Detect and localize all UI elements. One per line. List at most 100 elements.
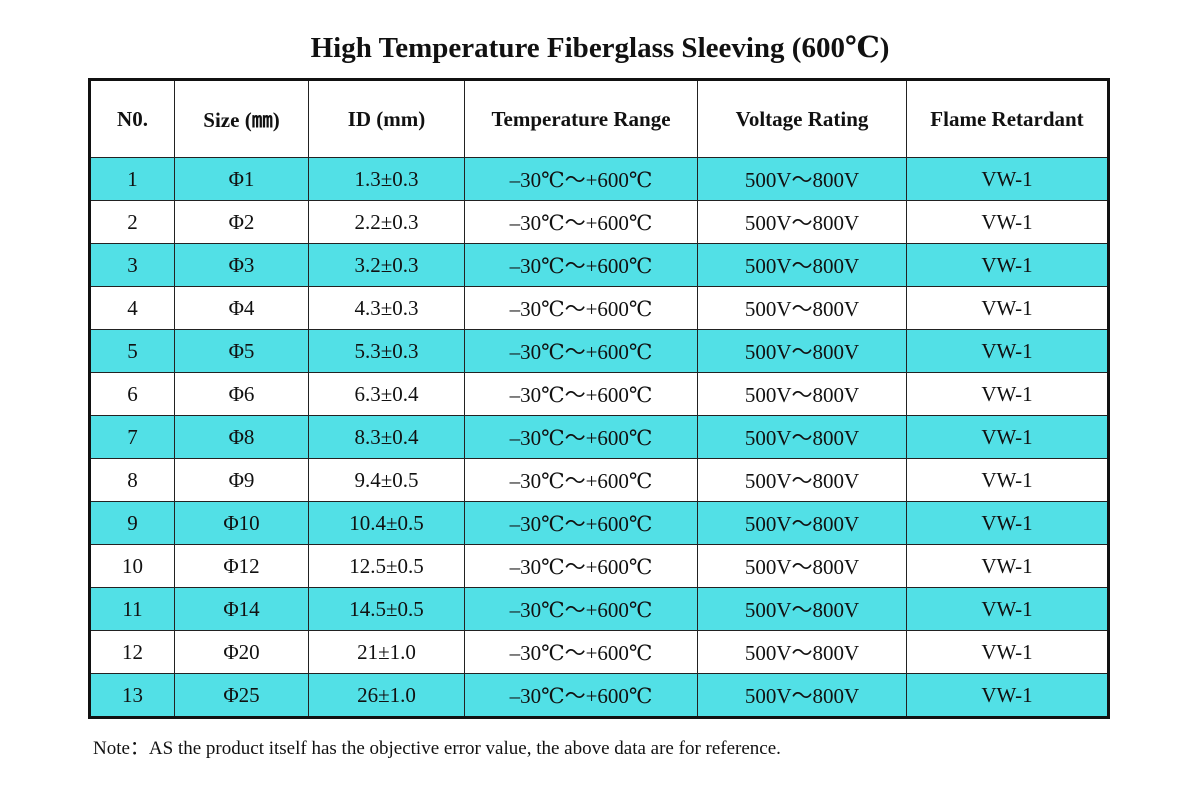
table-cell: 500V～800V bbox=[697, 286, 907, 330]
table-cell: VW-1 bbox=[906, 415, 1109, 459]
table-cell: 500V～800V bbox=[697, 200, 907, 244]
table-cell: 500V～800V bbox=[697, 673, 907, 718]
table-row: 8 Φ9 9.4±0.5 –30℃～+600℃ 500V～800V VW-1 bbox=[89, 458, 1109, 502]
table-cell: 9.4±0.5 bbox=[308, 458, 465, 502]
table-cell: VW-1 bbox=[906, 286, 1109, 330]
table-cell: 5 bbox=[89, 329, 175, 373]
table-cell: VW-1 bbox=[906, 200, 1109, 244]
table-row: 6 Φ6 6.3±0.4 –30℃～+600℃ 500V～800V VW-1 bbox=[89, 372, 1109, 416]
table-cell: 8 bbox=[89, 458, 175, 502]
table-cell: Φ4 bbox=[174, 286, 309, 330]
table-row: 4 Φ4 4.3±0.3 –30℃～+600℃ 500V～800V VW-1 bbox=[89, 286, 1109, 330]
table-cell: –30℃～+600℃ bbox=[464, 587, 698, 631]
table-row: 12 Φ20 21±1.0 –30℃～+600℃ 500V～800V VW-1 bbox=[89, 630, 1109, 674]
table-row: 2 Φ2 2.2±0.3 –30℃～+600℃ 500V～800V VW-1 bbox=[89, 200, 1109, 244]
table-cell: 500V～800V bbox=[697, 415, 907, 459]
table-cell: 26±1.0 bbox=[308, 673, 465, 718]
table-cell: Φ10 bbox=[174, 501, 309, 545]
table-cell: Φ8 bbox=[174, 415, 309, 459]
table-cell: VW-1 bbox=[906, 673, 1109, 718]
table-cell: Φ5 bbox=[174, 329, 309, 373]
table-cell: Φ20 bbox=[174, 630, 309, 674]
table-cell: Φ1 bbox=[174, 157, 309, 201]
table-cell: 5.3±0.3 bbox=[308, 329, 465, 373]
table-cell: 500V～800V bbox=[697, 329, 907, 373]
table-cell: Φ3 bbox=[174, 243, 309, 287]
column-header: Size (㎜) bbox=[174, 79, 309, 158]
table-row: 13 Φ25 26±1.0 –30℃～+600℃ 500V～800V VW-1 bbox=[89, 673, 1109, 718]
header-row: N0. Size (㎜) ID (mm) Temperature Range Volta… bbox=[89, 79, 1109, 158]
table-cell: 12.5±0.5 bbox=[308, 544, 465, 588]
column-header: Voltage Rating bbox=[697, 79, 907, 158]
table-row: 10 Φ12 12.5±0.5 –30℃～+600℃ 500V～800V VW-1 bbox=[89, 544, 1109, 588]
spec-table: N0. Size (㎜) ID (mm) Temperature Range Volta… bbox=[88, 78, 1110, 719]
table-cell: 9 bbox=[89, 501, 175, 545]
table-cell: VW-1 bbox=[906, 372, 1109, 416]
table-row: 3 Φ3 3.2±0.3 –30℃～+600℃ 500V～800V VW-1 bbox=[89, 243, 1109, 287]
table-cell: Φ6 bbox=[174, 372, 309, 416]
table-cell: 13 bbox=[89, 673, 175, 718]
table-cell: 500V～800V bbox=[697, 458, 907, 502]
table-cell: –30℃～+600℃ bbox=[464, 200, 698, 244]
table-cell: 12 bbox=[89, 630, 175, 674]
table-cell: –30℃～+600℃ bbox=[464, 673, 698, 718]
table-cell: Φ9 bbox=[174, 458, 309, 502]
table-row: 7 Φ8 8.3±0.4 –30℃～+600℃ 500V～800V VW-1 bbox=[89, 415, 1109, 459]
table-cell: –30℃～+600℃ bbox=[464, 415, 698, 459]
table-cell: 2 bbox=[89, 200, 175, 244]
table-cell: VW-1 bbox=[906, 630, 1109, 674]
table-cell: Φ14 bbox=[174, 587, 309, 631]
table-cell: VW-1 bbox=[906, 458, 1109, 502]
table-cell: 11 bbox=[89, 587, 175, 631]
table-cell: 6.3±0.4 bbox=[308, 372, 465, 416]
column-header: N0. bbox=[89, 79, 175, 158]
table-row: 1 Φ1 1.3±0.3 –30℃～+600℃ 500V～800V VW-1 bbox=[89, 157, 1109, 201]
table-cell: Φ12 bbox=[174, 544, 309, 588]
table-cell: –30℃～+600℃ bbox=[464, 157, 698, 201]
table-cell: 500V～800V bbox=[697, 501, 907, 545]
table-row: 9 Φ10 10.4±0.5 –30℃～+600℃ 500V～800V VW-1 bbox=[89, 501, 1109, 545]
table-cell: VW-1 bbox=[906, 157, 1109, 201]
table-cell: 8.3±0.4 bbox=[308, 415, 465, 459]
table-cell: 7 bbox=[89, 415, 175, 459]
table-cell: –30℃～+600℃ bbox=[464, 501, 698, 545]
table-cell: 10.4±0.5 bbox=[308, 501, 465, 545]
table-cell: Φ2 bbox=[174, 200, 309, 244]
table-cell: –30℃～+600℃ bbox=[464, 458, 698, 502]
table-cell: –30℃～+600℃ bbox=[464, 544, 698, 588]
table-cell: 10 bbox=[89, 544, 175, 588]
table-cell: 2.2±0.3 bbox=[308, 200, 465, 244]
table-cell: –30℃～+600℃ bbox=[464, 630, 698, 674]
table-cell: VW-1 bbox=[906, 587, 1109, 631]
note: Note：AS the product itself has the objec… bbox=[93, 738, 781, 759]
table-cell: 500V～800V bbox=[697, 630, 907, 674]
table-cell: –30℃～+600℃ bbox=[464, 329, 698, 373]
table-cell: 1 bbox=[89, 157, 175, 201]
table-cell: 3.2±0.3 bbox=[308, 243, 465, 287]
table-cell: VW-1 bbox=[906, 243, 1109, 287]
table-cell: –30℃～+600℃ bbox=[464, 243, 698, 287]
table-cell: 4 bbox=[89, 286, 175, 330]
table-cell: 4.3±0.3 bbox=[308, 286, 465, 330]
table-cell: VW-1 bbox=[906, 501, 1109, 545]
column-header: ID (mm) bbox=[308, 79, 465, 158]
table-row: 5 Φ5 5.3±0.3 –30℃～+600℃ 500V～800V VW-1 bbox=[89, 329, 1109, 373]
table-cell: 6 bbox=[89, 372, 175, 416]
table-cell: 500V～800V bbox=[697, 372, 907, 416]
table-cell: 500V～800V bbox=[697, 544, 907, 588]
table-cell: 500V～800V bbox=[697, 243, 907, 287]
table-cell: VW-1 bbox=[906, 544, 1109, 588]
table-cell: –30℃～+600℃ bbox=[464, 286, 698, 330]
title: High Temperature Fiberglass Sleeving (60… bbox=[310, 32, 890, 64]
table-cell: 1.3±0.3 bbox=[308, 157, 465, 201]
table-cell: 500V～800V bbox=[697, 157, 907, 201]
table-cell: –30℃～+600℃ bbox=[464, 372, 698, 416]
table-cell: 14.5±0.5 bbox=[308, 587, 465, 631]
table-cell: 500V～800V bbox=[697, 587, 907, 631]
column-header: Temperature Range bbox=[464, 79, 698, 158]
table-row: 11 Φ14 14.5±0.5 –30℃～+600℃ 500V～800V VW-1 bbox=[89, 587, 1109, 631]
column-header: Flame Retardant bbox=[906, 79, 1109, 158]
table-cell: VW-1 bbox=[906, 329, 1109, 373]
table-cell: 3 bbox=[89, 243, 175, 287]
